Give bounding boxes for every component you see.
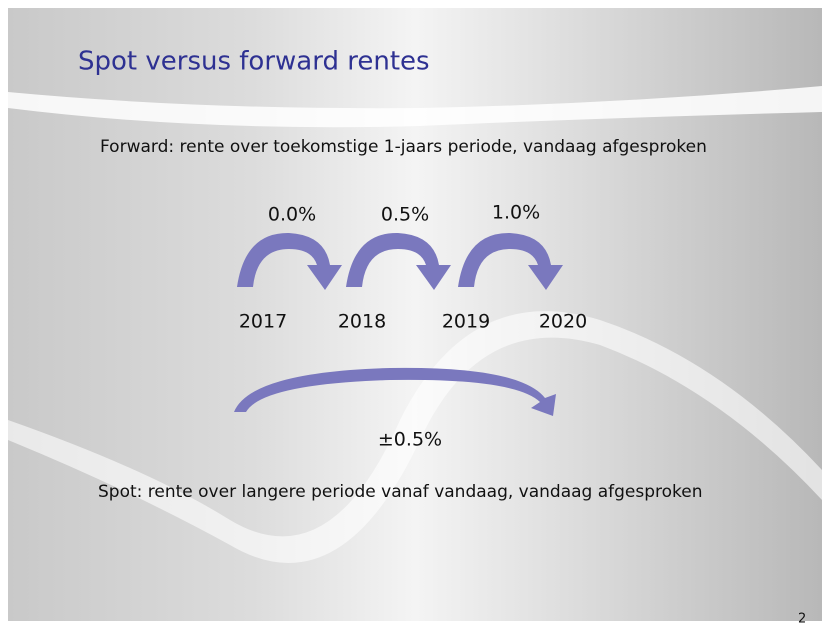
page-number: 2 (798, 612, 806, 627)
spot-rate: ±0.5% (378, 429, 442, 451)
forward-rate: 1.0% (492, 202, 540, 224)
forward-rate: 0.0% (268, 204, 316, 226)
year: 2020 (539, 311, 587, 333)
swoosh (8, 86, 822, 128)
title: Spot versus forward rentes (78, 47, 430, 77)
year: 2019 (442, 311, 490, 333)
forward-rate: 0.5% (381, 204, 429, 226)
swoosh (8, 311, 822, 563)
spot-text: Spot: rente over langere periode vanaf v… (98, 482, 703, 502)
spot-arrow (234, 367, 556, 416)
year: 2017 (239, 311, 287, 333)
forward-text: Forward: rente over toekomstige 1-jaars … (100, 137, 707, 157)
year: 2018 (338, 311, 386, 333)
